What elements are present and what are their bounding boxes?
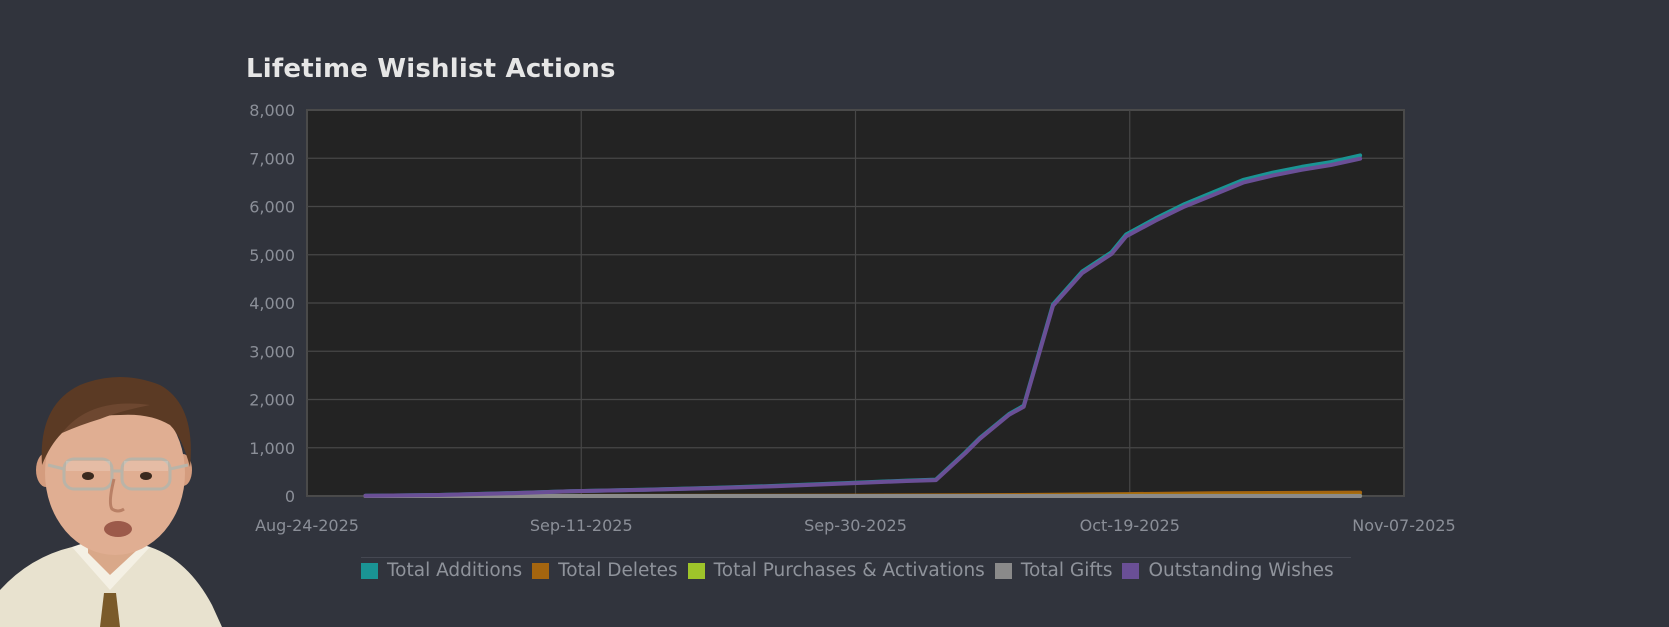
y-axis-ticks: 0 1,000 2,000 3,000 4,000 5,000 6,000 7,000 8,00…: [249, 101, 295, 506]
x-tick-label: Nov-07-2025: [1352, 516, 1455, 535]
x-tick-label: Oct-19-2025: [1080, 516, 1180, 535]
series-line-outstanding-wishes: [363, 156, 1363, 498]
legend-label: Total Purchases & Activations: [713, 560, 985, 581]
y-tick-label: 0: [285, 487, 295, 506]
legend-swatch: [994, 562, 1012, 579]
x-tick-label: Aug-24-2025: [255, 516, 359, 535]
gridlines: [307, 110, 1404, 496]
legend-swatch: [532, 562, 550, 579]
chart-legend: Total Additions Total Deletes Total Purcha…: [361, 560, 1351, 581]
legend-swatch: [687, 562, 705, 579]
y-tick-label: 5,000: [249, 246, 295, 265]
series-lines: [363, 153, 1363, 498]
chart-title: Lifetime Wishlist Actions: [246, 54, 616, 84]
x-axis-ticks: Aug-24-2025 Sep-11-2025 Sep-30-2025 Oct-19-…: [255, 516, 1456, 535]
legend-label: Total Additions: [387, 560, 523, 581]
legend-label: Total Deletes: [558, 560, 678, 581]
x-tick-label: Sep-11-2025: [530, 516, 633, 535]
legend-item[interactable]: Outstanding Wishes: [1122, 560, 1334, 581]
legend-divider: [361, 557, 1351, 558]
legend-item[interactable]: Total Purchases & Activations: [687, 560, 985, 581]
y-tick-label: 1,000: [249, 439, 295, 458]
legend-item[interactable]: Total Gifts: [994, 560, 1113, 581]
x-tick-label: Sep-30-2025: [804, 516, 907, 535]
legend-swatch: [361, 562, 378, 579]
y-tick-label: 7,000: [249, 149, 295, 168]
y-tick-label: 8,000: [249, 101, 295, 120]
y-tick-label: 2,000: [249, 391, 295, 410]
legend-label: Outstanding Wishes: [1148, 560, 1334, 581]
person-portrait-icon: [0, 377, 222, 627]
legend-item[interactable]: Total Deletes: [532, 560, 678, 581]
y-tick-label: 4,000: [249, 294, 295, 313]
legend-item[interactable]: Total Additions: [361, 560, 522, 581]
y-tick-label: 6,000: [249, 198, 295, 217]
legend-label: Total Gifts: [1020, 560, 1113, 581]
legend-swatch: [1122, 562, 1140, 579]
y-tick-label: 3,000: [249, 342, 295, 361]
